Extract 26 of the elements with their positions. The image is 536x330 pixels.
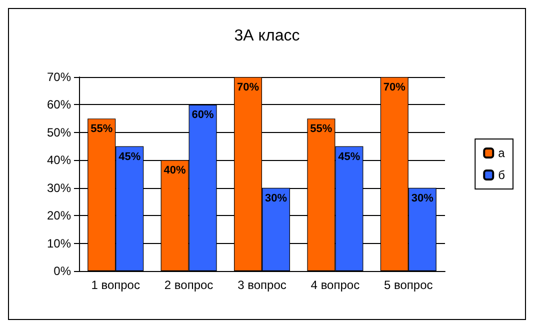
x-tick-label: 1 вопрос <box>91 278 140 292</box>
data-label: 45% <box>338 150 360 163</box>
y-tick-label: 0% <box>54 264 72 278</box>
y-tick-label: 70% <box>46 70 72 84</box>
y-tick-label: 30% <box>46 180 72 195</box>
y-tick-label: 40% <box>46 153 72 168</box>
x-tick-label: 2 вопрос <box>164 278 214 292</box>
data-label: 70% <box>236 82 260 94</box>
data-label: 30% <box>411 192 434 204</box>
legend-label: а <box>498 146 506 160</box>
y-tick-label: 10% <box>46 236 72 250</box>
data-label: 40% <box>164 164 186 177</box>
data-label: 55% <box>310 123 332 136</box>
chart-title: 3А класс <box>234 28 300 44</box>
x-tick-label: 3 вопрос <box>238 278 286 292</box>
y-tick-label: 50% <box>46 125 72 140</box>
data-label: 60% <box>192 109 214 122</box>
y-tick-label: 60% <box>46 98 72 112</box>
x-tick-label: 4 вопрос <box>310 278 360 292</box>
data-label: 30% <box>264 192 288 204</box>
data-label: 70% <box>383 82 406 94</box>
x-tick-label: 5 вопрос <box>384 278 433 292</box>
legend-label: б <box>498 168 506 182</box>
data-label: 45% <box>118 150 141 163</box>
y-tick-label: 20% <box>46 208 72 223</box>
data-label: 55% <box>90 123 113 136</box>
